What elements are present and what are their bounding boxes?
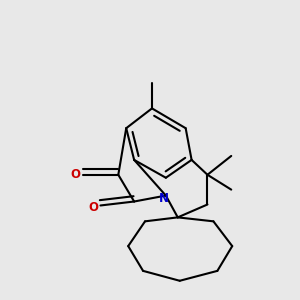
Text: O: O xyxy=(88,201,98,214)
Text: N: N xyxy=(159,192,169,205)
Text: O: O xyxy=(71,168,81,181)
